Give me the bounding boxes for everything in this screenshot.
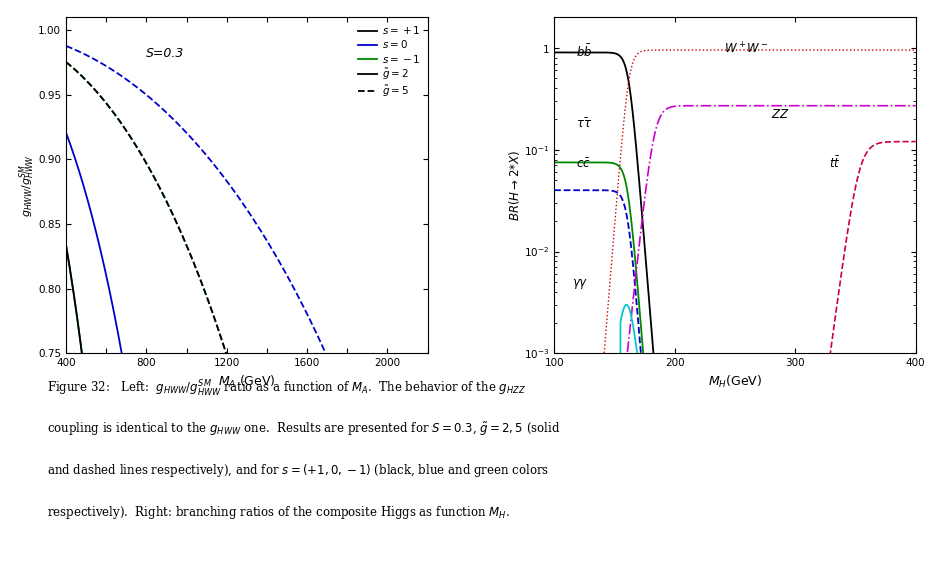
Text: $t\bar{t}$: $t\bar{t}$ xyxy=(829,156,840,172)
Text: $c\bar{c}$: $c\bar{c}$ xyxy=(576,158,591,172)
Text: respectively).  Right: branching ratios of the composite Higgs as function $M_H$: respectively). Right: branching ratios o… xyxy=(47,504,510,521)
Text: and dashed lines respectively), and for $s = (+1, 0, -1)$ (black, blue and green: and dashed lines respectively), and for … xyxy=(47,462,549,479)
Legend: $s=+1$, $s=0$, $s=-1$, $\tilde{g}=2$, $\tilde{g}=5$: $s=+1$, $s=0$, $s=-1$, $\tilde{g}=2$, $\… xyxy=(356,22,422,101)
Text: Figure 32:   Left:  $g_{HWW}/g_{HWW}^{SM}$ ratio as a function of $M_A$.  The be: Figure 32: Left: $g_{HWW}/g_{HWW}^{SM}$ … xyxy=(47,379,526,399)
Text: $W^+W^-$: $W^+W^-$ xyxy=(724,42,769,57)
X-axis label: $M_A$ (GeV): $M_A$ (GeV) xyxy=(218,374,276,390)
Text: S=0.3: S=0.3 xyxy=(145,47,184,60)
Text: $\bar{\tau\tau}$: $\bar{\tau\tau}$ xyxy=(576,117,592,131)
Text: $b\bar{b}$: $b\bar{b}$ xyxy=(576,44,592,60)
Text: $ZZ$: $ZZ$ xyxy=(771,108,789,121)
Y-axis label: $g_{HWW}/g_{HWW}^{SM}$: $g_{HWW}/g_{HWW}^{SM}$ xyxy=(17,154,37,217)
Y-axis label: $BR(H \to 2{*}X)$: $BR(H \to 2{*}X)$ xyxy=(508,150,522,221)
X-axis label: $M_H$(GeV): $M_H$(GeV) xyxy=(708,374,762,390)
Text: coupling is identical to the $g_{HWW}$ one.  Results are presented for $S = 0.3$: coupling is identical to the $g_{HWW}$ o… xyxy=(47,421,561,438)
Text: $\gamma\gamma$: $\gamma\gamma$ xyxy=(572,277,589,291)
